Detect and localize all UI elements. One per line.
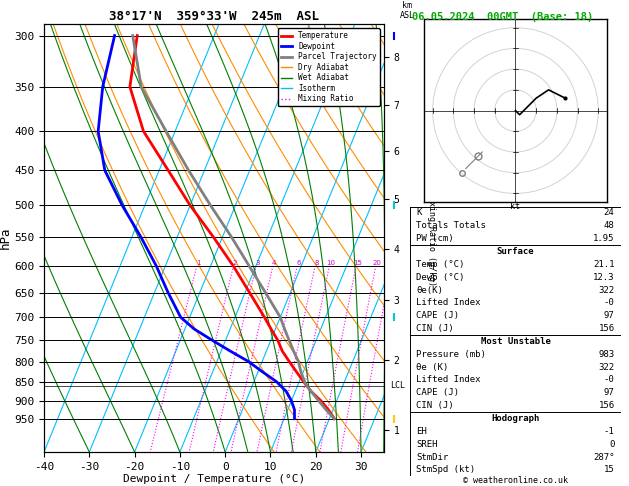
Text: StmDir: StmDir: [416, 452, 448, 462]
Text: 322: 322: [598, 363, 615, 372]
Text: 10: 10: [326, 260, 335, 266]
Text: © weatheronline.co.uk: © weatheronline.co.uk: [464, 476, 568, 485]
Text: PW (cm): PW (cm): [416, 234, 454, 243]
Text: 21.1: 21.1: [593, 260, 615, 269]
Text: K: K: [416, 208, 422, 217]
Text: 06.05.2024  00GMT  (Base: 18): 06.05.2024 00GMT (Base: 18): [412, 12, 593, 22]
Text: Hodograph: Hodograph: [491, 414, 540, 423]
X-axis label: kt: kt: [511, 202, 520, 211]
Text: Most Unstable: Most Unstable: [481, 337, 550, 346]
Text: 97: 97: [604, 388, 615, 397]
Text: 156: 156: [598, 324, 615, 333]
Text: 1: 1: [196, 260, 201, 266]
Text: Dewp (°C): Dewp (°C): [416, 273, 465, 282]
Text: LCL: LCL: [391, 381, 406, 390]
Text: Lifted Index: Lifted Index: [416, 298, 481, 307]
Text: 0: 0: [609, 440, 615, 449]
Text: θe(K): θe(K): [416, 286, 443, 295]
Text: 15: 15: [604, 466, 615, 474]
Text: CAPE (J): CAPE (J): [416, 311, 459, 320]
Text: Pressure (mb): Pressure (mb): [416, 350, 486, 359]
Text: Totals Totals: Totals Totals: [416, 221, 486, 230]
Text: 20: 20: [372, 260, 381, 266]
Text: km
ASL: km ASL: [400, 0, 415, 20]
Title: 38°17'N  359°33'W  245m  ASL: 38°17'N 359°33'W 245m ASL: [109, 10, 319, 23]
Text: SREH: SREH: [416, 440, 438, 449]
Text: 2: 2: [233, 260, 237, 266]
Text: CIN (J): CIN (J): [416, 324, 454, 333]
Text: -1: -1: [604, 427, 615, 436]
Text: CAPE (J): CAPE (J): [416, 388, 459, 397]
Text: Temp (°C): Temp (°C): [416, 260, 465, 269]
Text: Lifted Index: Lifted Index: [416, 376, 481, 384]
Text: EH: EH: [416, 427, 427, 436]
Text: 4: 4: [272, 260, 276, 266]
Text: 6: 6: [296, 260, 301, 266]
Text: 287°: 287°: [593, 452, 615, 462]
Text: θe (K): θe (K): [416, 363, 448, 372]
Text: -0: -0: [604, 376, 615, 384]
Y-axis label: hPa: hPa: [0, 227, 11, 249]
Text: StmSpd (kt): StmSpd (kt): [416, 466, 476, 474]
Text: 1.95: 1.95: [593, 234, 615, 243]
Text: Surface: Surface: [497, 247, 534, 256]
Text: 24: 24: [604, 208, 615, 217]
Y-axis label: Mixing Ratio (g/kg): Mixing Ratio (g/kg): [427, 191, 436, 286]
Text: 12.3: 12.3: [593, 273, 615, 282]
Text: 48: 48: [604, 221, 615, 230]
Text: 322: 322: [598, 286, 615, 295]
Legend: Temperature, Dewpoint, Parcel Trajectory, Dry Adiabat, Wet Adiabat, Isotherm, Mi: Temperature, Dewpoint, Parcel Trajectory…: [277, 28, 380, 106]
Text: 97: 97: [604, 311, 615, 320]
Text: 3: 3: [255, 260, 260, 266]
X-axis label: Dewpoint / Temperature (°C): Dewpoint / Temperature (°C): [123, 474, 305, 485]
Text: 15: 15: [353, 260, 362, 266]
Text: 156: 156: [598, 401, 615, 410]
Text: -0: -0: [604, 298, 615, 307]
Text: 8: 8: [314, 260, 319, 266]
Text: CIN (J): CIN (J): [416, 401, 454, 410]
Text: 983: 983: [598, 350, 615, 359]
